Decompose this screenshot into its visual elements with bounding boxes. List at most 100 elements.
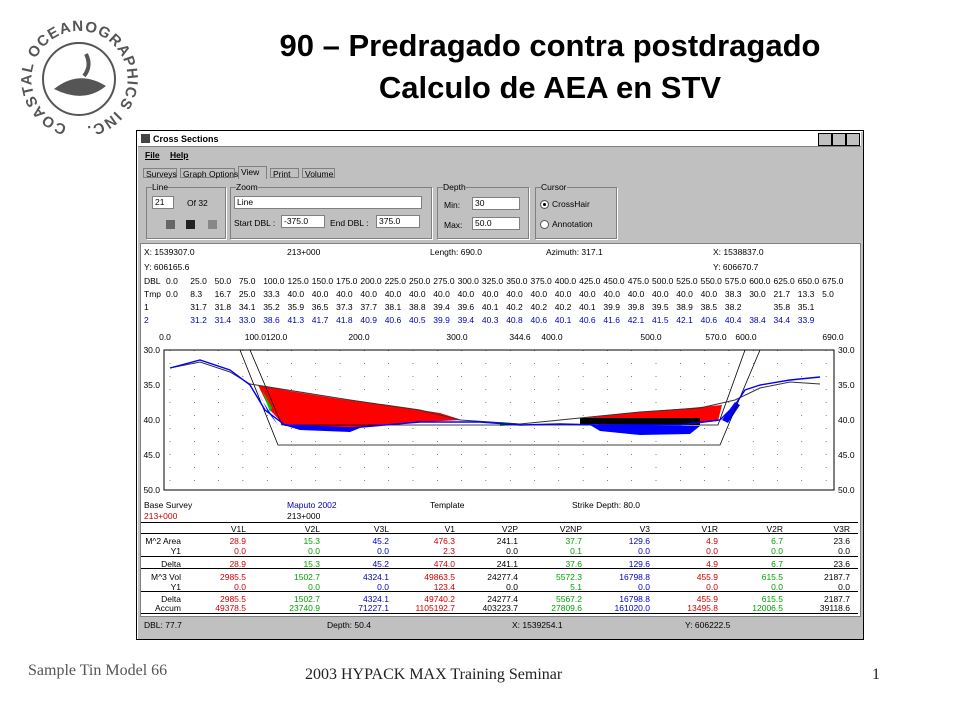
table-cell: 241.1 (496, 536, 518, 546)
table-rule (141, 556, 858, 557)
status-text: X: 1539254.1 (512, 620, 563, 630)
info-text: 213+000 (287, 247, 321, 257)
table-cell: 38.4 (749, 315, 766, 325)
table-cell: 5572.3 (556, 572, 582, 582)
axis-label: 50.0 (143, 485, 160, 495)
table-cell: 0.0 (506, 546, 518, 556)
column-header: V3R (833, 524, 850, 534)
radio-label[interactable]: CrossHair (552, 199, 590, 209)
over-depth (580, 418, 700, 425)
tab[interactable]: Surveys (143, 168, 177, 179)
cut-area (258, 385, 462, 428)
zoom-select[interactable]: Line (234, 196, 422, 209)
status-bar (140, 616, 859, 637)
table-cell: 39.9 (603, 302, 620, 312)
table-cell: 28.9 (229, 559, 246, 569)
table-cell: 34.4 (773, 315, 791, 325)
table-cell: 600.0 (749, 276, 771, 286)
table-cell: 40.0 (579, 289, 596, 299)
tab[interactable]: Graph Options (180, 168, 238, 179)
table-cell: 40.5 (409, 315, 426, 325)
table-cell: 625.0 (773, 276, 795, 286)
table-cell: 100.0 (263, 276, 285, 286)
table-cell: 16798.8 (619, 572, 650, 582)
end-input[interactable]: 375.0 (376, 215, 420, 228)
row-label: Y1 (170, 546, 181, 556)
table-cell: 275.0 (433, 276, 455, 286)
info-text: X: 1538837.0 (713, 247, 764, 257)
table-cell: 2187.7 (824, 594, 850, 604)
min-input[interactable]: 30 (472, 197, 520, 210)
table-cell: 49378.5 (215, 603, 246, 613)
radio-button[interactable] (540, 200, 549, 209)
table-cell: 250.0 (409, 276, 431, 286)
menu-item[interactable]: File (145, 150, 160, 160)
table-cell: 5567.2 (556, 594, 582, 604)
plot-frame (163, 349, 835, 491)
table-cell: 300.0 (457, 276, 479, 286)
footer-center: 2003 HYPACK MAX Training Seminar (305, 666, 563, 683)
info-text: 213+000 (144, 511, 178, 521)
table-cell: 37.7 (360, 302, 377, 312)
table-cell: 40.6 (384, 315, 402, 325)
column-header: V3L (373, 524, 389, 534)
line-input[interactable]: 21 (152, 196, 174, 209)
icon-button[interactable] (186, 220, 195, 229)
icon-button[interactable] (166, 220, 175, 229)
row-label: Y1 (170, 582, 181, 592)
table-cell: 4.9 (706, 536, 718, 546)
distance-mark: 690.0 (822, 332, 844, 342)
table-cell: 38.2 (724, 302, 742, 312)
tab[interactable]: Print (270, 168, 299, 179)
maximize-button[interactable] (832, 133, 846, 146)
table-cell: 33.3 (263, 289, 280, 299)
tab[interactable]: Volume (302, 168, 335, 179)
template-line (249, 349, 746, 426)
table-cell: 0.0 (506, 582, 518, 592)
table-cell: 40.4 (724, 315, 742, 325)
table-cell: 0.0 (838, 546, 850, 556)
zoom-group (230, 187, 432, 239)
distance-mark: 600.0 (735, 332, 757, 342)
field-label: Max: (444, 220, 463, 230)
footer-left: Sample Tin Model 66 (28, 662, 168, 679)
table-cell: 40.0 (457, 289, 475, 299)
table-cell: 325.0 (481, 276, 504, 286)
table-cell: 550.0 (700, 276, 722, 286)
table-cell: 31.7 (190, 302, 207, 312)
table-cell: 375.0 (530, 276, 552, 286)
radio-label[interactable]: Annotation (552, 219, 593, 229)
table-cell: 6.7 (771, 559, 783, 569)
table-cell: 225.0 (384, 276, 406, 286)
close-button[interactable] (846, 133, 860, 146)
table-cell: 450.0 (603, 276, 625, 286)
line-group (146, 187, 226, 239)
table-cell: 35.8 (773, 302, 791, 312)
logo: COASTAL OCEANOGRAPHICS INC. (18, 18, 139, 140)
table-cell: 4324.1 (363, 594, 389, 604)
radio-button[interactable] (540, 220, 549, 229)
table-cell: 24277.4 (487, 572, 518, 582)
info-text: Azimuth: 317.1 (546, 247, 603, 257)
table-cell: 41.8 (336, 315, 353, 325)
table-cell: 13.3 (797, 289, 815, 299)
max-input[interactable]: 50.0 (472, 217, 520, 230)
menu-item[interactable]: Help (170, 150, 189, 160)
info-text: Strike Depth: 80.0 (572, 500, 641, 510)
icon-button[interactable] (208, 220, 217, 229)
minimize-button[interactable] (818, 133, 832, 146)
table-cell: 40.0 (652, 289, 669, 299)
table-cell: 24277.4 (487, 594, 518, 604)
table-cell: 675.0 (822, 276, 844, 286)
table-cell: 40.0 (554, 289, 572, 299)
table-cell: 35.1 (797, 302, 815, 312)
start-input[interactable]: -375.0 (281, 215, 325, 228)
row-label: Delta (161, 559, 181, 569)
table-cell: 41.6 (603, 315, 620, 325)
table-cell: 4324.1 (363, 572, 389, 582)
field-label: Min: (444, 200, 461, 210)
table-cell: 425.0 (579, 276, 601, 286)
tab[interactable]: View (238, 166, 267, 179)
table-cell: 6.7 (771, 536, 783, 546)
